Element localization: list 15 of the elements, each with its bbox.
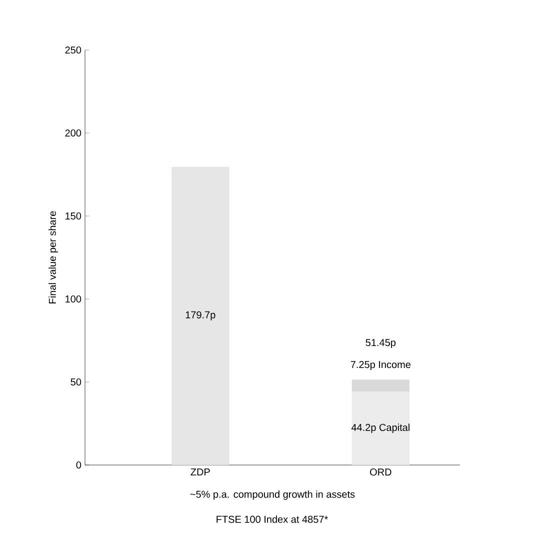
y-tick-label: 200 <box>65 129 82 137</box>
y-tick-label: 250 <box>65 46 82 54</box>
text: FTSE 100 Index at 4857* <box>216 516 328 523</box>
x-tick-label: ZDP <box>190 468 210 476</box>
x-axis-title: ~5% p.a. compound growth in assets <box>190 490 355 500</box>
data-label: 179.7p <box>186 311 216 320</box>
data-label: 7.25p Income <box>350 361 410 370</box>
data-label: 44.2p Capital <box>351 424 410 433</box>
y-tick-label: 150 <box>66 212 82 220</box>
y-tick-label: 50 <box>70 378 82 386</box>
y-tick-label: 100 <box>66 295 82 303</box>
total-label: 51.45p <box>366 339 396 348</box>
y-axis-title: Final value per share <box>48 211 58 304</box>
y-tick-label: 0 <box>76 461 82 469</box>
x-tick-label: ORD <box>370 468 392 476</box>
